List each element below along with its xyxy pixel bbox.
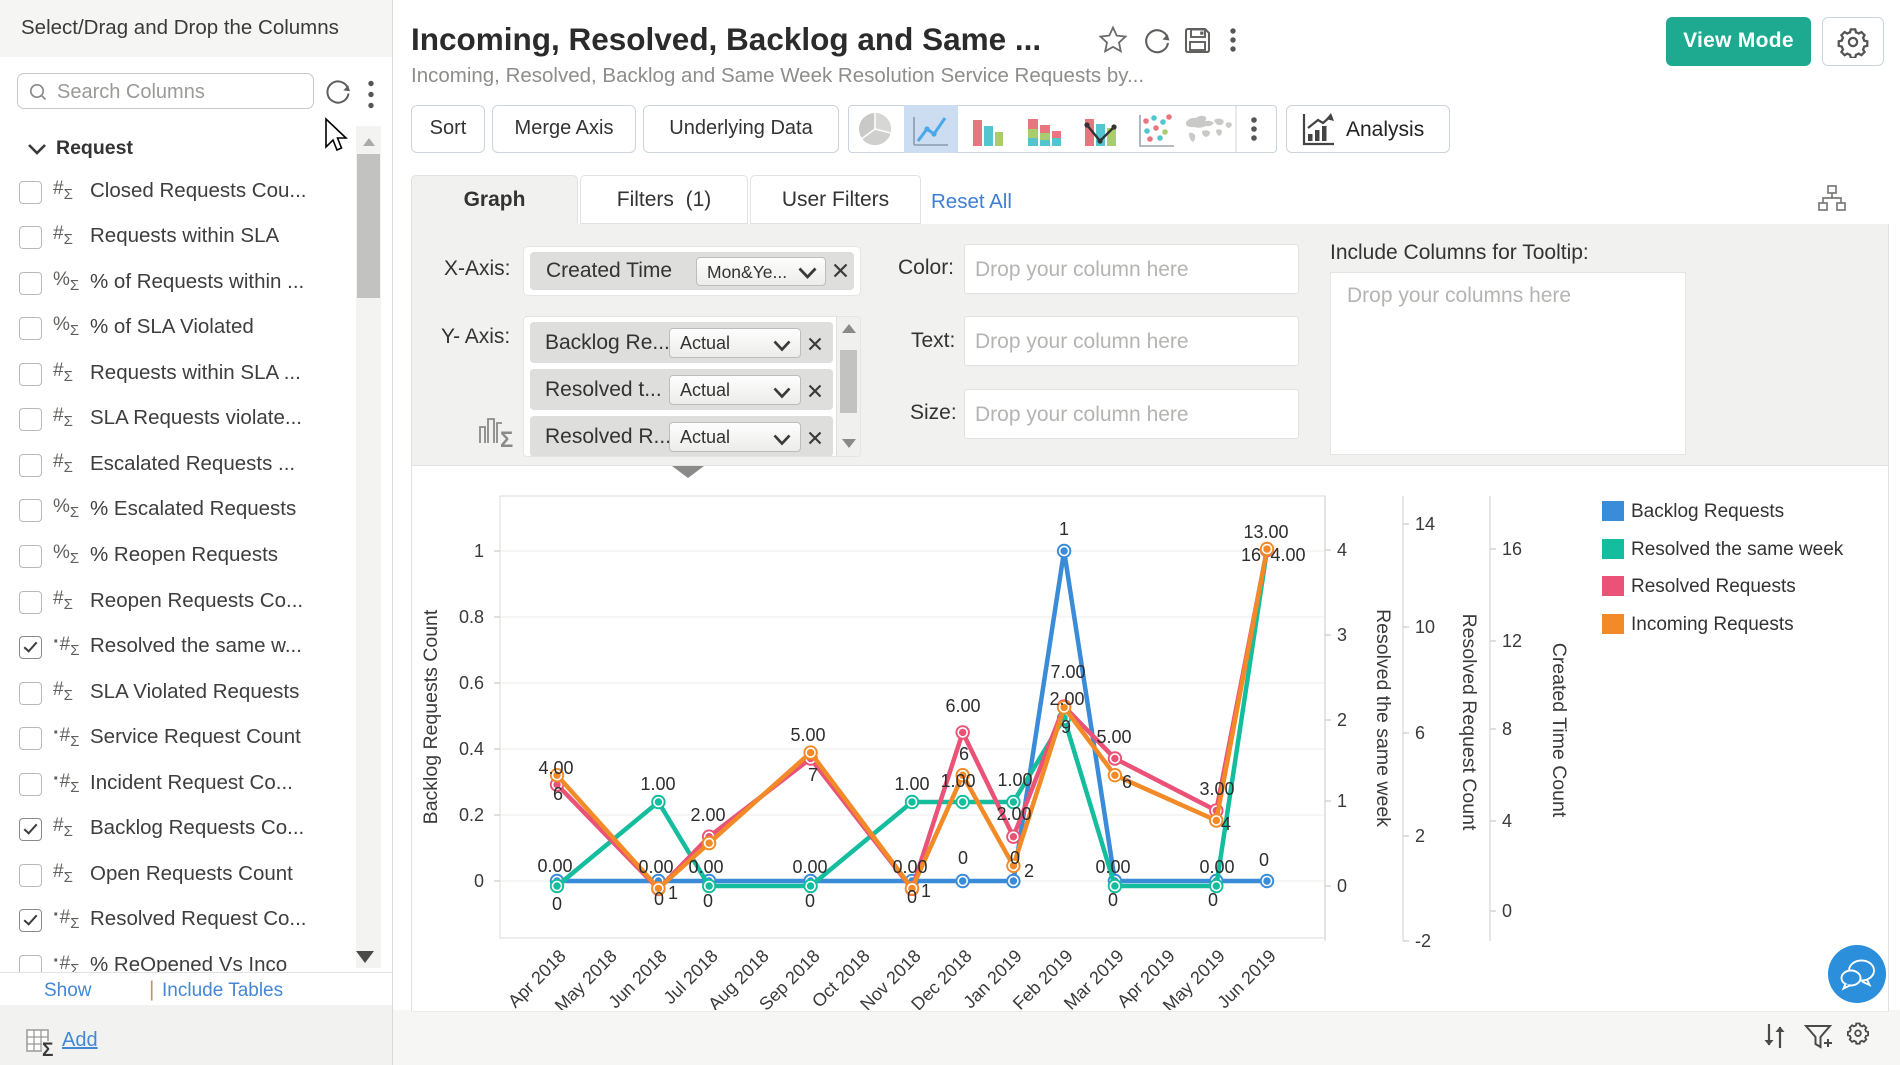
svg-text:14: 14 xyxy=(1415,514,1435,534)
svg-text:0.00: 0.00 xyxy=(792,857,827,877)
svg-text:0.6: 0.6 xyxy=(459,673,484,693)
svg-text:1.00: 1.00 xyxy=(640,774,675,794)
svg-text:2: 2 xyxy=(1415,826,1425,846)
svg-text:Resolved Requests: Resolved Requests xyxy=(1631,576,1796,597)
svg-text:5.00: 5.00 xyxy=(1096,727,1131,747)
svg-text:-2: -2 xyxy=(1415,931,1431,951)
svg-text:13.00: 13.00 xyxy=(1243,522,1288,542)
svg-text:4: 4 xyxy=(1221,814,1231,834)
svg-text:0.00: 0.00 xyxy=(892,857,927,877)
svg-text:2.00: 2.00 xyxy=(1049,689,1084,709)
svg-text:10: 10 xyxy=(1415,617,1435,637)
svg-text:0: 0 xyxy=(1010,848,1020,868)
svg-text:0: 0 xyxy=(1259,850,1269,870)
svg-text:12: 12 xyxy=(1502,631,1522,651)
svg-text:6: 6 xyxy=(1415,723,1425,743)
svg-text:Σ: Σ xyxy=(500,427,513,451)
svg-text:4.00: 4.00 xyxy=(1270,545,1305,565)
svg-text:1: 1 xyxy=(921,881,931,901)
svg-text:Resolved the same week: Resolved the same week xyxy=(1372,609,1394,827)
svg-text:0.8: 0.8 xyxy=(459,607,484,627)
svg-text:6.00: 6.00 xyxy=(945,696,980,716)
svg-text:Resolved the same week: Resolved the same week xyxy=(1631,539,1844,560)
svg-text:0.00: 0.00 xyxy=(1095,857,1130,877)
svg-text:2.00: 2.00 xyxy=(690,805,725,825)
svg-text:9: 9 xyxy=(1061,717,1071,737)
svg-text:0.00: 0.00 xyxy=(1199,857,1234,877)
svg-text:0: 0 xyxy=(1208,890,1218,910)
svg-text:Incoming Requests: Incoming Requests xyxy=(1631,614,1794,635)
svg-text:4: 4 xyxy=(1337,540,1347,560)
svg-text:4.00: 4.00 xyxy=(538,758,573,778)
svg-text:3.00: 3.00 xyxy=(1199,779,1234,799)
svg-text:0: 0 xyxy=(958,848,968,868)
svg-text:0: 0 xyxy=(1502,901,1512,921)
svg-text:0: 0 xyxy=(1108,890,1118,910)
svg-text:5.00: 5.00 xyxy=(790,725,825,745)
svg-text:1.00: 1.00 xyxy=(940,771,975,791)
svg-text:6: 6 xyxy=(1122,772,1132,792)
svg-text:0: 0 xyxy=(552,894,562,914)
svg-text:6: 6 xyxy=(553,784,563,804)
svg-text:4: 4 xyxy=(1502,811,1512,831)
svg-text:7: 7 xyxy=(808,765,818,785)
svg-text:1: 1 xyxy=(1059,519,1069,539)
svg-text:Resolved Request Count: Resolved Request Count xyxy=(1458,614,1480,831)
svg-text:Σ: Σ xyxy=(42,1040,53,1059)
svg-text:0: 0 xyxy=(703,891,713,911)
svg-text:1: 1 xyxy=(474,541,484,561)
svg-text:Backlog Requests: Backlog Requests xyxy=(1631,501,1784,522)
svg-text:8: 8 xyxy=(1502,719,1512,739)
svg-text:1: 1 xyxy=(668,883,678,903)
svg-text:2: 2 xyxy=(1024,861,1034,881)
svg-text:Backlog Requests Count: Backlog Requests Count xyxy=(420,609,442,824)
svg-text:1.00: 1.00 xyxy=(894,774,929,794)
svg-text:0: 0 xyxy=(805,891,815,911)
svg-text:0.2: 0.2 xyxy=(459,805,484,825)
svg-text:16: 16 xyxy=(1502,539,1522,559)
svg-text:0.00: 0.00 xyxy=(638,857,673,877)
svg-text:3: 3 xyxy=(1337,625,1347,645)
svg-text:6: 6 xyxy=(959,744,969,764)
svg-text:0: 0 xyxy=(1337,876,1347,896)
svg-text:Created Time Count: Created Time Count xyxy=(1548,643,1570,818)
svg-text:0: 0 xyxy=(654,889,664,909)
svg-text:1.00: 1.00 xyxy=(997,770,1032,790)
svg-text:2.00: 2.00 xyxy=(996,804,1031,824)
svg-text:0.00: 0.00 xyxy=(688,857,723,877)
svg-text:2: 2 xyxy=(1337,710,1347,730)
svg-text:0.4: 0.4 xyxy=(459,739,484,759)
svg-text:0: 0 xyxy=(907,887,917,907)
svg-text:16: 16 xyxy=(1241,545,1261,565)
svg-text:0.00: 0.00 xyxy=(537,856,572,876)
svg-text:0: 0 xyxy=(474,871,484,891)
svg-text:7.00: 7.00 xyxy=(1050,662,1085,682)
svg-text:1: 1 xyxy=(1337,791,1347,811)
